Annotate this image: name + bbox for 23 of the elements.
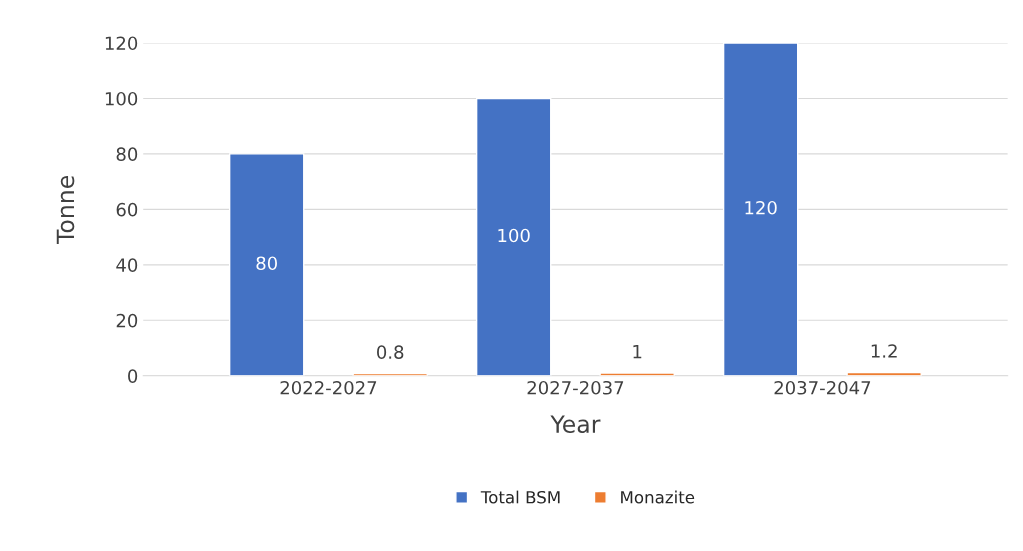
x-tick-label: 2022-2027 bbox=[280, 380, 377, 395]
legend-label: Monazite bbox=[621, 490, 695, 504]
y-tick-label: 120 bbox=[105, 36, 138, 51]
legend-label: Total BSM bbox=[480, 490, 560, 504]
y-tick-label: 80 bbox=[116, 147, 138, 162]
data-label: 1.2 bbox=[871, 344, 897, 358]
y-tick-label: 60 bbox=[116, 202, 138, 217]
data-label: 0.8 bbox=[377, 345, 404, 359]
x-tick-label: 2027-2037 bbox=[527, 380, 624, 395]
x-axis-title: Year bbox=[550, 415, 601, 434]
y-axis-title: Tonne bbox=[56, 175, 75, 245]
y-tick-label: 0 bbox=[128, 369, 138, 383]
data-label: 1 bbox=[633, 344, 642, 359]
y-tick-label: 100 bbox=[105, 91, 138, 106]
data-label: 80 bbox=[256, 256, 277, 271]
y-tick-label: 40 bbox=[116, 258, 138, 272]
bar bbox=[228, 153, 305, 376]
x-tick-label: 2037-2047 bbox=[774, 380, 871, 395]
data-label: 100 bbox=[498, 228, 530, 243]
bar bbox=[722, 42, 799, 376]
bar bbox=[475, 97, 552, 376]
y-tick-label: 20 bbox=[116, 313, 138, 328]
data-label: 120 bbox=[745, 200, 777, 215]
